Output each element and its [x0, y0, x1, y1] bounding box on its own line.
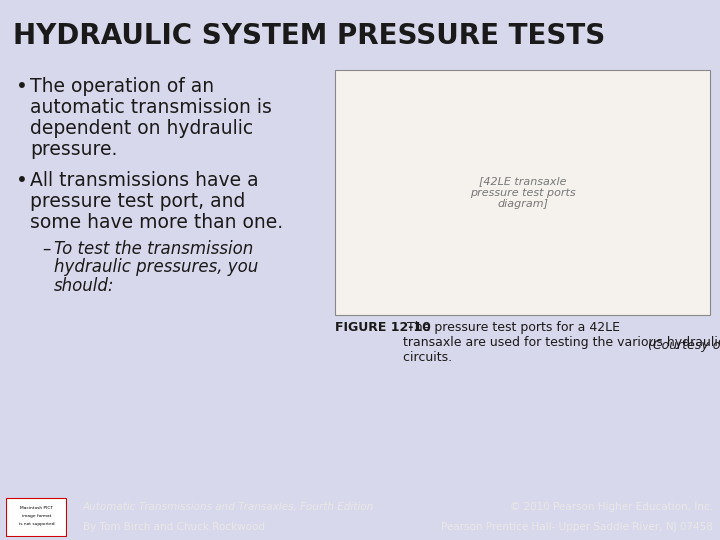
Text: Macintosh PICT: Macintosh PICT [20, 506, 53, 510]
Text: –: – [42, 240, 50, 258]
Text: © 2010 Pearson Higher Education, Inc.: © 2010 Pearson Higher Education, Inc. [510, 502, 713, 512]
Text: is not supported: is not supported [19, 522, 54, 526]
Text: automatic transmission is: automatic transmission is [30, 98, 272, 117]
Text: Automatic Transmissions and Transaxles, Fourth Edition: Automatic Transmissions and Transaxles, … [83, 502, 374, 512]
Text: By Tom Birch and Chuck Rockwood: By Tom Birch and Chuck Rockwood [83, 522, 265, 532]
Text: •: • [16, 171, 28, 190]
FancyBboxPatch shape [6, 498, 66, 537]
Text: To test the transmission: To test the transmission [54, 240, 253, 258]
Text: [42LE transaxle
pressure test ports
diagram]: [42LE transaxle pressure test ports diag… [469, 176, 575, 209]
Text: •: • [16, 77, 28, 96]
Text: All transmissions have a: All transmissions have a [30, 171, 258, 190]
Text: (Courtesy of Chrysler Corporation): (Courtesy of Chrysler Corporation) [648, 339, 720, 352]
Text: image format: image format [22, 514, 51, 518]
Text: dependent on hydraulic: dependent on hydraulic [30, 119, 253, 138]
Text: hydraulic pressures, you: hydraulic pressures, you [54, 258, 258, 276]
Text: HYDRAULIC SYSTEM PRESSURE TESTS: HYDRAULIC SYSTEM PRESSURE TESTS [13, 22, 606, 50]
Text: Pearson Prentice Hall- Upper Saddle River, NJ 07458: Pearson Prentice Hall- Upper Saddle Rive… [441, 522, 713, 532]
Text: should:: should: [54, 277, 114, 295]
FancyBboxPatch shape [335, 70, 710, 315]
Text: pressure test port, and: pressure test port, and [30, 192, 246, 211]
Text: The pressure test ports for a 42LE
transaxle are used for testing the various hy: The pressure test ports for a 42LE trans… [403, 321, 720, 364]
Text: The operation of an: The operation of an [30, 77, 214, 96]
Text: some have more than one.: some have more than one. [30, 213, 283, 232]
Text: FIGURE 12-10: FIGURE 12-10 [335, 321, 431, 334]
Text: pressure.: pressure. [30, 140, 117, 159]
